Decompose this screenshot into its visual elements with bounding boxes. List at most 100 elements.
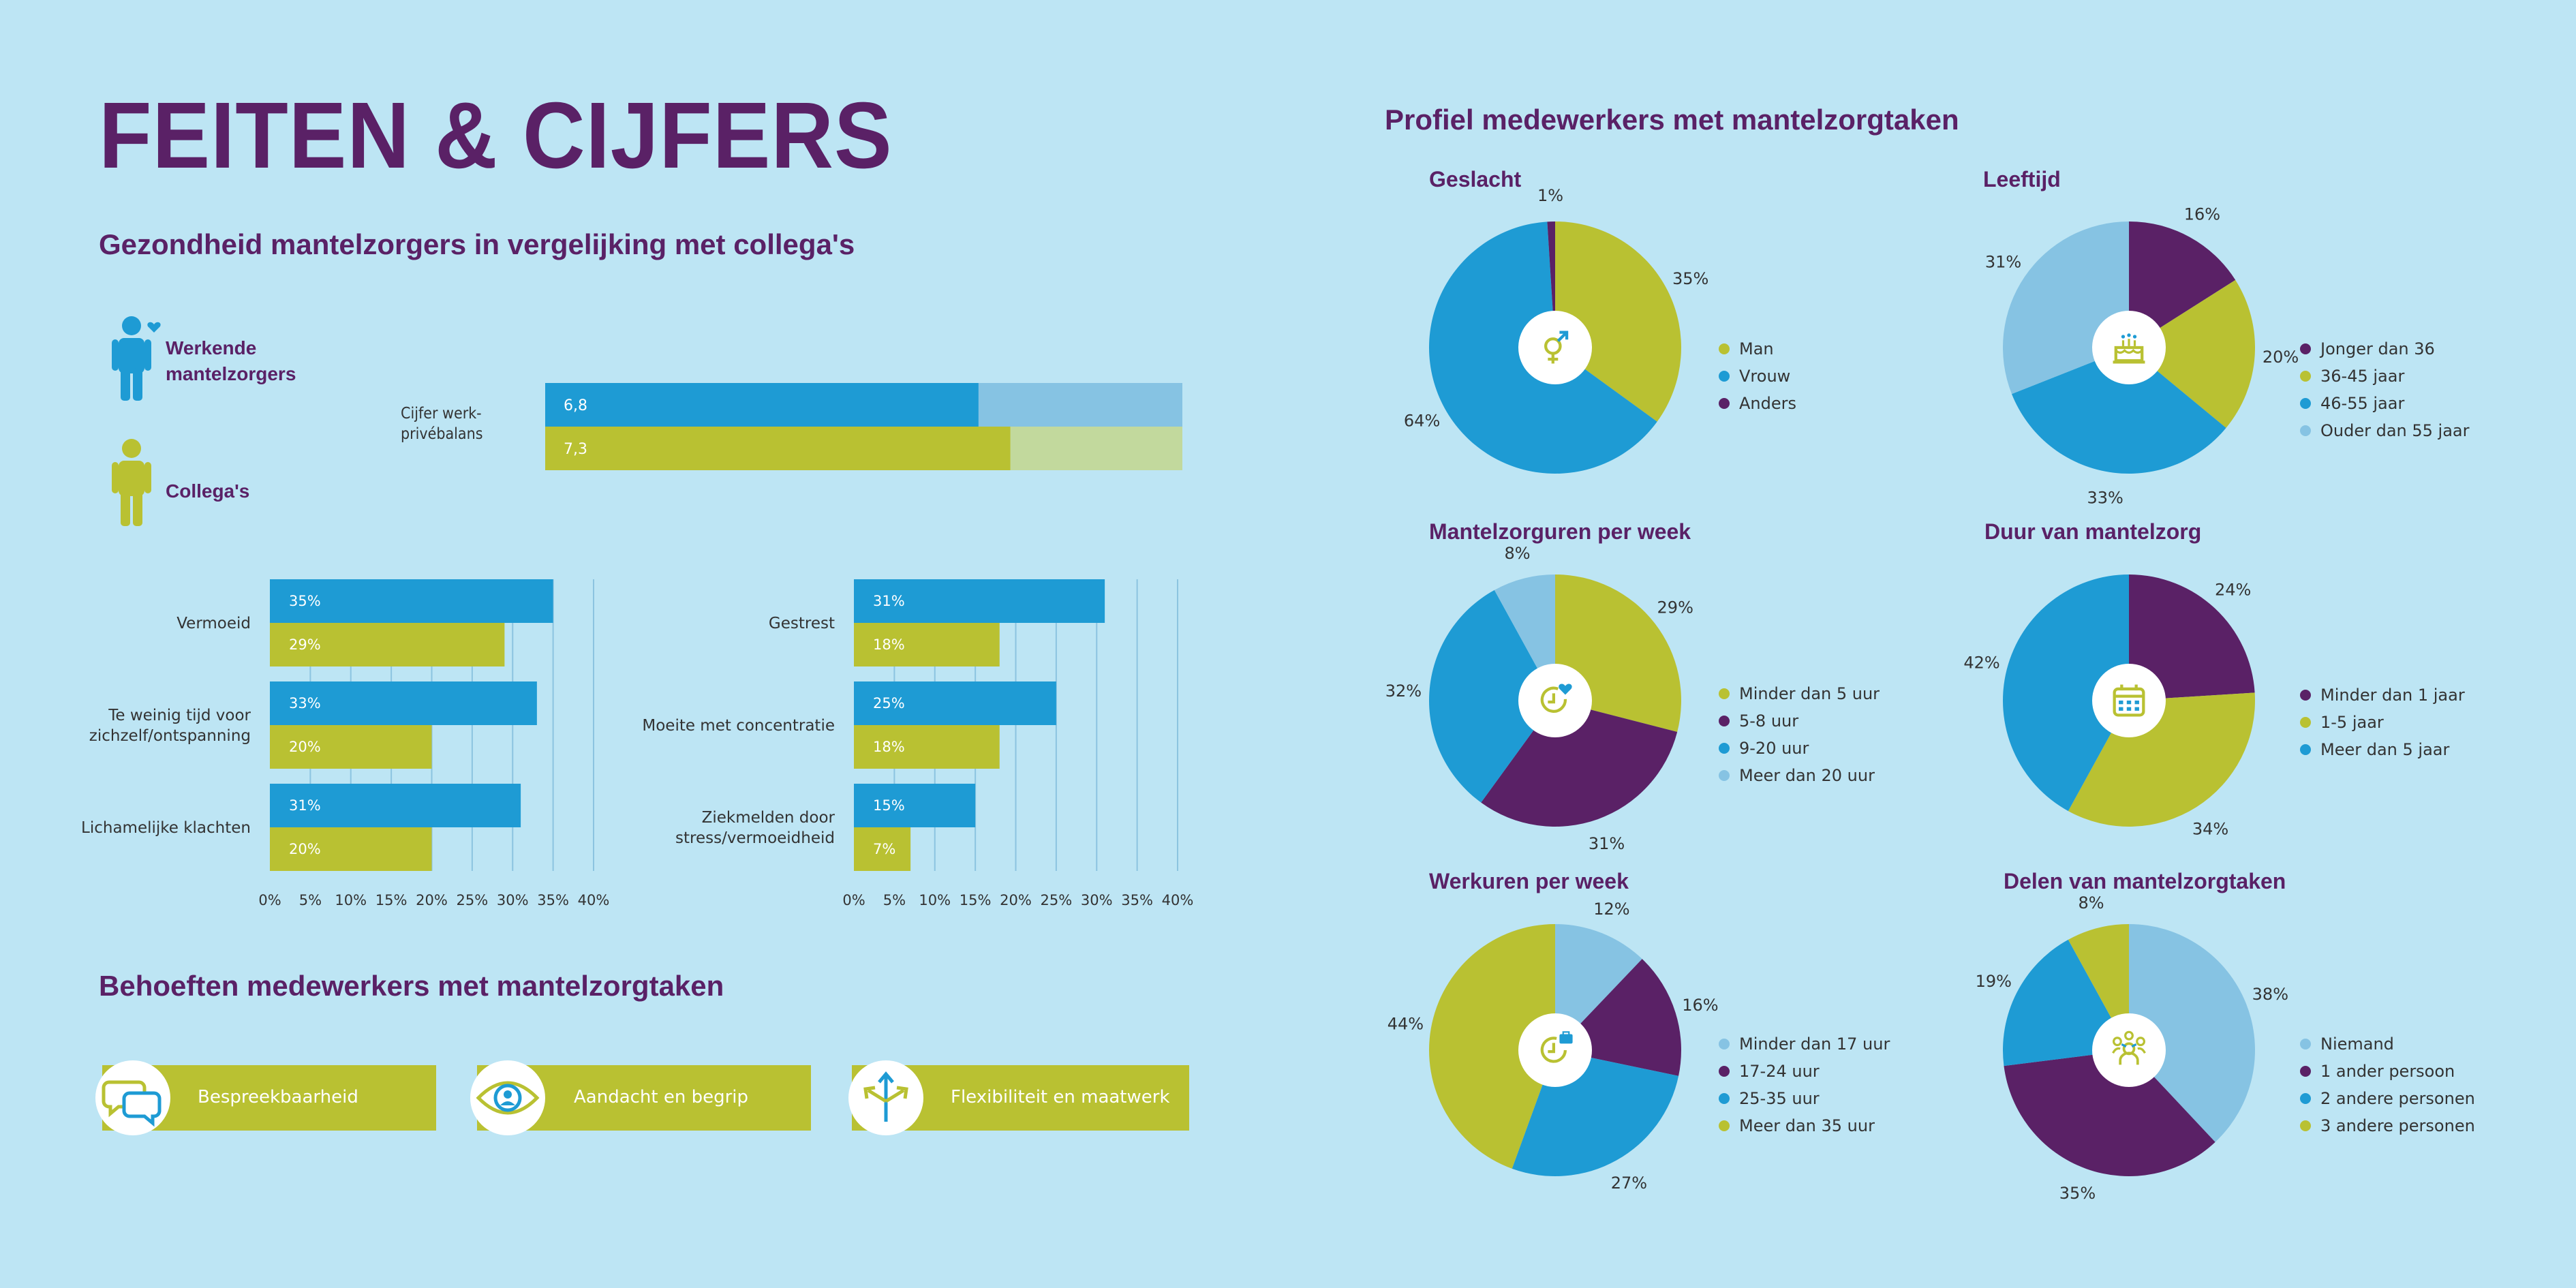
legend-swatch — [1719, 743, 1730, 754]
bar-value-label: 20% — [289, 739, 321, 755]
legend-item: Jonger dan 36 — [2300, 335, 2470, 363]
legend-label: 1-5 jaar — [2320, 713, 2384, 732]
slice-value-label: 12% — [1593, 900, 1629, 919]
bar-value-label: 31% — [873, 593, 905, 609]
pie-slice — [2129, 279, 2255, 428]
legend-item: Vrouw — [1719, 363, 1796, 390]
pie-legend-mantelzorguren: Minder dan 5 uur 5-8 uur 9-20 uur Meer dan … — [1719, 680, 1880, 789]
bar-value-label: 20% — [289, 841, 321, 857]
legend-label: Minder dan 5 uur — [1739, 684, 1880, 703]
legend-swatch — [2300, 717, 2311, 728]
slice-value-label: 16% — [1682, 996, 1718, 1015]
pie-center-circle — [1518, 311, 1592, 384]
legend-swatch — [2300, 744, 2311, 755]
pie-chart-leeftijd: 16% 20% 33% 31% — [1985, 205, 2299, 508]
bar — [854, 827, 911, 871]
slice-value-label: 33% — [2087, 488, 2123, 507]
slice-value-label: 1% — [1537, 186, 1563, 205]
legend-swatch — [2300, 371, 2311, 382]
colleague-legend-label: Collega's — [166, 480, 250, 502]
legend-item: Meer dan 35 uur — [1719, 1112, 1890, 1139]
legend-swatch — [1719, 770, 1730, 781]
clock-briefcase-icon — [1540, 1031, 1573, 1063]
category-label: zichzelf/ontspanning — [89, 727, 251, 745]
slice-value-label: 32% — [1385, 681, 1422, 701]
category-label: Ziekmelden door — [702, 809, 835, 827]
x-tick-label: 20% — [1000, 892, 1032, 908]
x-tick-label: 25% — [1041, 892, 1073, 908]
pie-legend-duur: Minder dan 1 jaar 1-5 jaar Meer dan 5 jaar — [2300, 681, 2465, 763]
slice-value-label: 20% — [2263, 348, 2299, 367]
pie-legend-delen: Niemand 1 ander persoon 2 andere personen 3… — [2300, 1030, 2475, 1139]
legend-item: 9-20 uur — [1719, 735, 1880, 762]
legend-swatch — [1719, 1093, 1730, 1104]
legend-item: Meer dan 20 uur — [1719, 762, 1880, 789]
pie-chart-werkuren: 12% 16% 27% 44% — [1387, 900, 1719, 1193]
pie-chart-geslacht: 35% 64% 1% — [1404, 186, 1708, 474]
group-icon — [2112, 1030, 2146, 1065]
legend-item: Niemand — [2300, 1030, 2475, 1058]
legend-item: Minder dan 1 jaar — [2300, 681, 2465, 709]
branching-arrows-icon — [848, 1060, 923, 1135]
legend-label: Vrouw — [1739, 367, 1791, 386]
pie-title-delen: Delen van mantelzorgtaken — [2004, 869, 2286, 893]
legend-item: Minder dan 17 uur — [1719, 1030, 1890, 1058]
bar-value-label: 35% — [289, 593, 321, 609]
x-tick-label: 0% — [258, 892, 281, 908]
legend-swatch — [2300, 425, 2311, 436]
bar — [270, 579, 553, 623]
pie-title-leeftijd: Leeftijd — [1983, 167, 2061, 191]
pie-center-circle — [2092, 1013, 2166, 1087]
x-tick-label: 10% — [919, 892, 951, 908]
balance-chart: 6,8 7,3 — [545, 383, 1182, 470]
need-label-1: Bespreekbaarheid — [198, 1087, 358, 1107]
bar — [270, 623, 505, 666]
pie-slice — [2011, 348, 2226, 474]
legend-item: 25-35 uur — [1719, 1085, 1890, 1112]
legend-label: 9-20 uur — [1739, 739, 1809, 758]
bar — [854, 784, 976, 827]
pie-title-mantelzorguren: Mantelzorguren per week — [1429, 519, 1691, 544]
need-label-3: Flexibiliteit en maatwerk — [951, 1087, 1170, 1107]
legend-item: 1-5 jaar — [2300, 709, 2465, 736]
legend-swatch — [2300, 1120, 2311, 1131]
legend-label: Meer dan 35 uur — [1739, 1116, 1875, 1135]
legend-swatch — [1719, 1039, 1730, 1049]
pie-chart-duur: 24% 34% 42% — [1963, 574, 2255, 838]
balance-value-label: 6,8 — [564, 397, 587, 414]
legend-label: Anders — [1739, 394, 1796, 413]
health-chart-2: 0% 5% 10% 15% 20% 25% 30% 35% 40% 31% 18% Gestrest 2… — [642, 579, 1193, 908]
legend-item: 36-45 jaar — [2300, 363, 2470, 390]
balance-bar — [545, 383, 979, 427]
pie-title-werkuren: Werkuren per week — [1429, 869, 1629, 893]
legend-label: Man — [1739, 339, 1774, 358]
legend-swatch — [1719, 343, 1730, 354]
x-tick-label: 35% — [1121, 892, 1153, 908]
slice-value-label: 64% — [1404, 411, 1440, 430]
legend-swatch — [1719, 1120, 1730, 1131]
legend-item: Anders — [1719, 390, 1796, 417]
slice-value-label: 42% — [1963, 654, 1999, 673]
legend-swatch — [1719, 688, 1730, 699]
slice-value-label: 44% — [1387, 1014, 1424, 1033]
bar-value-label: 15% — [873, 797, 905, 814]
category-label: Lichamelijke klachten — [81, 819, 251, 837]
legend-label: Minder dan 17 uur — [1739, 1034, 1890, 1054]
slice-value-label: 35% — [2059, 1184, 2096, 1203]
bar-value-label: 18% — [873, 739, 905, 755]
slice-value-label: 24% — [2215, 580, 2251, 599]
pie-slice — [1429, 924, 1555, 1169]
slice-value-label: 8% — [2079, 893, 2104, 913]
pie-slice — [2003, 574, 2129, 812]
x-tick-label: 30% — [1081, 892, 1113, 908]
caregiver-legend-label: Werkende mantelzorgers — [166, 337, 296, 384]
pie-legend-werkuren: Minder dan 17 uur 17-24 uur 25-35 uur Meer … — [1719, 1030, 1890, 1139]
slice-value-label: 31% — [1589, 834, 1625, 853]
birthday-cake-icon — [2113, 333, 2145, 364]
x-tick-label: 20% — [416, 892, 448, 908]
legend-label: Jonger dan 36 — [2320, 339, 2435, 358]
slice-value-label: 34% — [2192, 819, 2228, 838]
pie-slice — [2129, 221, 2236, 348]
bar-value-label: 18% — [873, 637, 905, 653]
x-tick-label: 0% — [842, 892, 865, 908]
